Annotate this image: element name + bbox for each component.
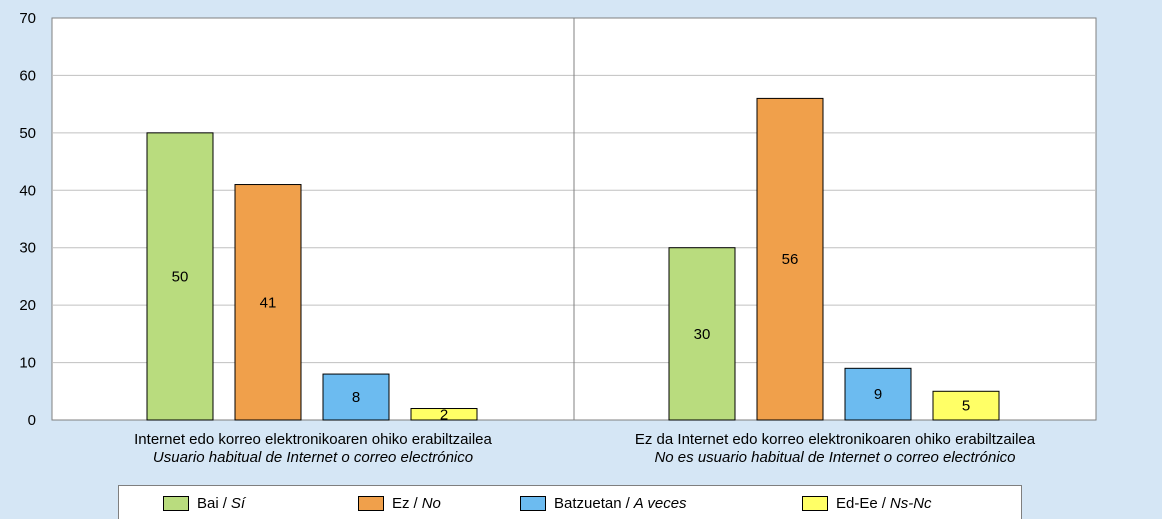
data-label: 56 [782, 251, 799, 268]
y-axis-ticks: 0 10 20 30 40 50 60 70 [19, 10, 36, 429]
legend-label-es: Sí [230, 494, 246, 512]
legend-swatch-batzuetan [520, 495, 546, 511]
y-tick-label: 50 [19, 125, 36, 142]
bar [234, 184, 302, 421]
data-label: 2 [440, 406, 448, 423]
legend-label-es: Ns-Nc [889, 494, 932, 512]
legend-label-es: A veces [633, 494, 687, 512]
bar [668, 247, 736, 421]
legend-label-es: No [421, 494, 441, 512]
y-tick-label: 0 [28, 412, 36, 429]
legend-item-ez: Ez / No [358, 494, 441, 512]
data-label: 5 [962, 398, 970, 415]
x-category-label-es: Usuario habitual de Internet o correo el… [153, 449, 473, 466]
y-tick-label: 40 [19, 182, 36, 199]
bar [322, 373, 390, 421]
legend-item-batzuetan: Batzuetan / A veces [520, 494, 687, 512]
legend-swatch-ed-ee [802, 495, 828, 511]
bar [844, 367, 912, 421]
data-label: 9 [874, 386, 882, 403]
legend-item-bai: Bai / Sí [163, 494, 245, 512]
y-tick-label: 70 [19, 10, 36, 27]
bars [146, 97, 1000, 421]
data-label: 8 [352, 389, 360, 406]
legend: Bai / Sí Ez / No Batzuetan / A veces Ed-Ee / Ns-… [118, 485, 1022, 519]
legend-label-eu: Ed-Ee [836, 494, 878, 512]
data-label: 41 [260, 294, 277, 311]
x-category-label-eu: Internet edo korreo elektronikoaren ohik… [134, 431, 492, 448]
x-category-label-eu: Ez da Internet edo korreo elektronikoare… [635, 431, 1036, 448]
data-label: 50 [172, 268, 189, 285]
legend-swatch-bai [163, 495, 189, 511]
bar [146, 132, 214, 421]
bar [410, 408, 478, 421]
y-tick-label: 60 [19, 67, 36, 84]
y-tick-label: 30 [19, 240, 36, 257]
data-label: 30 [694, 326, 711, 343]
x-axis-labels: Internet edo korreo elektronikoaren ohik… [134, 431, 1036, 466]
x-category-label-es: No es usuario habitual de Internet o cor… [654, 449, 1015, 466]
y-tick-label: 20 [19, 297, 36, 314]
legend-swatch-ez [358, 495, 384, 511]
bar [756, 97, 824, 421]
y-tick-label: 10 [19, 355, 36, 372]
legend-label-eu: Bai [197, 494, 219, 512]
bar [932, 390, 1000, 421]
legend-label-eu: Batzuetan [554, 494, 622, 512]
legend-item-ed-ee: Ed-Ee / Ns-Nc [802, 494, 932, 512]
legend-label-eu: Ez [392, 494, 410, 512]
data-labels: 50 41 8 2 30 56 9 5 [172, 251, 971, 423]
